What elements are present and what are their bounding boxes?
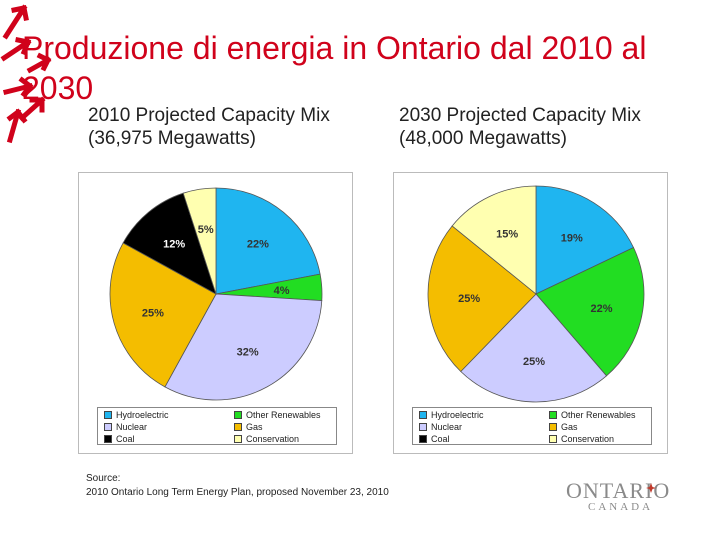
legend-swatch-hydro [104,410,112,419]
legend-swatch-coal [419,434,427,443]
legend-swatch-renew [549,410,557,419]
source-note: Source: 2010 Ontario Long Term Energy Pl… [86,472,389,500]
legend-label-nuclear: Nuclear [116,422,148,432]
pie-slice-gas [427,225,537,373]
legend-swatch-gas [234,422,242,431]
pie-chart-2030: 19% 22% 25% 25% 15% [427,185,645,403]
legend-label-hydro: Hydroelectric [116,410,169,420]
slice-label-gas: 25% [142,307,164,319]
slice-label-coal: 12% [163,238,185,250]
legend-swatch-hydro [419,410,427,419]
chart-2010-heading: 2010 Projected Capacity Mix (36,975 Mega… [88,104,330,150]
legend-label-hydro: Hydroelectric [431,410,484,420]
legend-swatch-cons [234,434,242,443]
legend-swatch-cons [549,434,557,443]
legend-2030: Hydroelectric Other Renewables Nuclear Gas C… [412,407,652,445]
legend-item-renew: Other Renewables [549,409,636,421]
slice-label-nuclear: 32% [237,347,259,359]
legend-item-gas: Gas [549,421,578,433]
pie-chart-2010: 22% 4% 32% 25% 12% 5% [109,187,323,401]
legend-label-gas: Gas [246,422,263,432]
slide-title: Produzione di energia in Ontario dal 201… [22,30,647,106]
legend-label-nuclear: Nuclear [431,422,463,432]
chart-2030-heading: 2030 Projected Capacity Mix (48,000 Mega… [399,104,641,150]
slice-label-renew: 4% [274,285,290,297]
trillium-icon [646,483,656,493]
legend-item-nuclear: Nuclear [104,421,147,433]
source-text: 2010 Ontario Long Term Energy Plan, prop… [86,487,389,498]
chart-2030-panel: 19% 22% 25% 25% 15% Hydroelectric Other Renew… [393,172,668,454]
legend-label-cons: Conservation [561,434,615,444]
legend-swatch-renew [234,410,242,419]
legend-item-coal: Coal [419,433,450,445]
pie-slice-nuclear [460,293,608,403]
slice-label-renew: 22% [591,303,613,315]
chart-2030-subtitle: (48,000 Megawatts) [399,128,567,149]
pie-slice-hydro [535,185,635,295]
legend-label-gas: Gas [561,422,578,432]
slice-label-nuclear: 25% [523,356,545,368]
slice-label-gas: 25% [458,293,480,305]
legend-item-nuclear: Nuclear [419,421,462,433]
chart-2010-subtitle: (36,975 Megawatts) [88,128,256,149]
slice-label-cons: 15% [496,229,518,241]
pie-slice-cons [182,187,217,295]
pie-slice-nuclear [164,293,323,401]
ontario-wordmark: ONTARIO [566,478,671,503]
arrows-logo-icon [0,4,52,144]
legend-swatch-coal [104,434,112,443]
slice-label-hydro: 22% [247,238,269,250]
legend-item-hydro: Hydroelectric [104,409,169,421]
legend-swatch-gas [549,422,557,431]
pie-slice-cons [451,185,537,295]
pie-slice-hydro [215,187,321,295]
pie-slice-gas [109,242,217,388]
legend-label-cons: Conservation [246,434,300,444]
slice-label-hydro: 19% [561,232,583,244]
legend-swatch-nuclear [419,422,427,431]
legend-item-hydro: Hydroelectric [419,409,484,421]
legend-2010: Hydroelectric Other Renewables Nuclear Gas C… [97,407,337,445]
chart-2010-panel: 22% 4% 32% 25% 12% 5% Hydroelectric Other Rene… [78,172,353,454]
source-label: Source: [86,473,121,484]
chart-2030-title: 2030 Projected Capacity Mix [399,105,641,126]
pie-slice-renew [535,247,645,377]
legend-label-coal: Coal [431,434,450,444]
legend-item-coal: Coal [104,433,135,445]
legend-label-renew: Other Renewables [561,410,636,420]
legend-item-gas: Gas [234,421,263,433]
legend-label-coal: Coal [116,434,135,444]
canada-wordmark: CANADA [588,501,654,513]
slice-label-cons: 5% [198,224,214,236]
legend-label-renew: Other Renewables [246,410,321,420]
legend-item-cons: Conservation [234,433,299,445]
legend-swatch-nuclear [104,422,112,431]
chart-2010-title: 2010 Projected Capacity Mix [88,105,330,126]
legend-item-renew: Other Renewables [234,409,321,421]
pie-slice-coal [122,192,217,295]
ontario-logo: ONTARIO CANADA [566,478,686,518]
legend-item-cons: Conservation [549,433,614,445]
